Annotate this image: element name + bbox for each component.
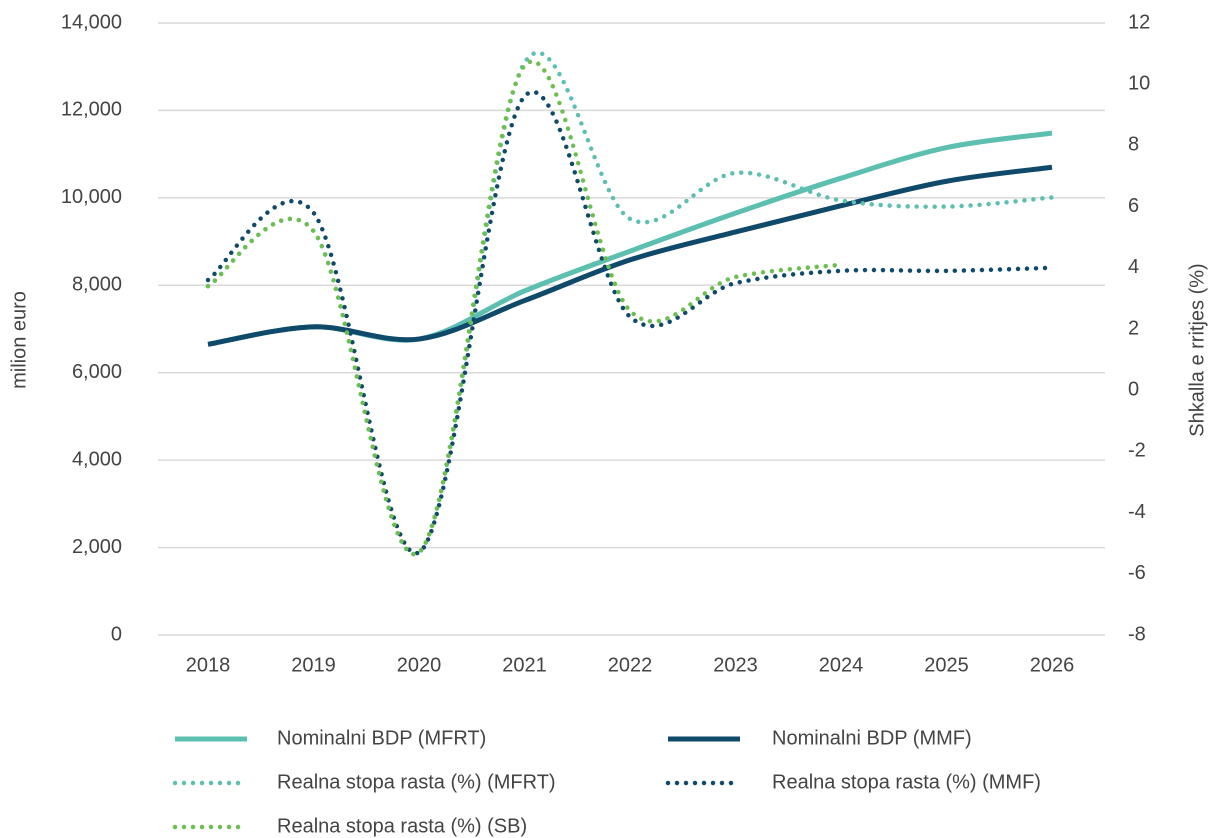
y2-tick-label: 10 <box>1128 72 1150 94</box>
y-tick-label: 10,000 <box>61 186 122 208</box>
y2-tick-label: -6 <box>1128 562 1146 584</box>
x-tick-label: 2021 <box>502 654 547 676</box>
legend-label: Realna stopa rasta (%) (SB) <box>277 815 527 837</box>
x-tick-label: 2025 <box>924 654 969 676</box>
y2-tick-label: 8 <box>1128 134 1139 156</box>
y2-tick-label: 12 <box>1128 11 1150 33</box>
y-tick-label: 0 <box>111 623 122 645</box>
y2-tick-label: 6 <box>1128 195 1139 217</box>
y-tick-label: 4,000 <box>72 448 122 470</box>
y2-tick-label: 4 <box>1128 256 1139 278</box>
series-line <box>205 90 1055 556</box>
y-tick-label: 12,000 <box>61 99 122 121</box>
y2-tick-label: -2 <box>1128 440 1146 462</box>
series-line <box>207 130 1053 347</box>
x-tick-label: 2026 <box>1030 654 1075 676</box>
legend-label: Realna stopa rasta (%) (MFRT) <box>277 771 556 793</box>
series-line <box>205 50 1055 557</box>
y-tick-label: 6,000 <box>72 361 122 383</box>
x-tick-label: 2020 <box>397 654 442 676</box>
y-tick-label: 8,000 <box>72 274 122 296</box>
x-tick-label: 2018 <box>186 654 231 676</box>
y-tick-label: 2,000 <box>72 536 122 558</box>
y2-tick-label: 2 <box>1128 317 1139 339</box>
legend-label: Nominalni BDP (MMF) <box>772 727 972 749</box>
x-tick-label: 2019 <box>291 654 336 676</box>
y-axis-title: milion euro <box>8 291 30 389</box>
x-tick-label: 2024 <box>819 654 864 676</box>
x-tick-label: 2022 <box>608 654 653 676</box>
y2-tick-label: -8 <box>1128 623 1146 645</box>
series-line <box>205 59 844 557</box>
x-tick-label: 2023 <box>713 654 758 676</box>
y2-tick-label: -4 <box>1128 501 1146 523</box>
y-tick-label: 14,000 <box>61 11 122 33</box>
legend-label: Nominalni BDP (MFRT) <box>277 727 486 749</box>
y2-axis-title: Shkalla e rritjes (%) <box>1186 263 1208 436</box>
y2-tick-label: 0 <box>1128 378 1139 400</box>
legend-label: Realna stopa rasta (%) (MMF) <box>772 771 1041 793</box>
series-line <box>207 164 1053 347</box>
